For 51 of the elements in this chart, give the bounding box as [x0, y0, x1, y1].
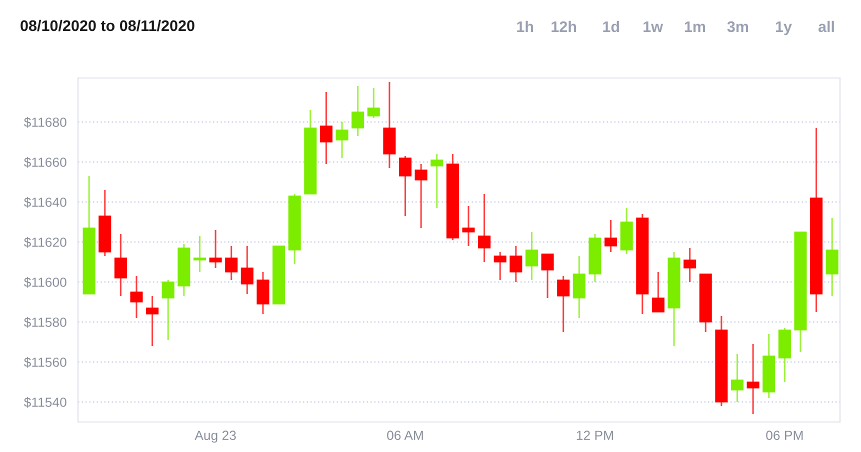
chart-title: 08/10/2020 to 08/11/2020: [20, 20, 194, 32]
candlestick: [604, 219, 618, 253]
candlestick: [256, 271, 270, 315]
y-tick-label: $11640: [24, 197, 66, 208]
y-tick-label: $11600: [24, 277, 66, 288]
candlestick: [162, 279, 174, 341]
candlestick: [367, 87, 380, 119]
text: 1m: [684, 21, 706, 32]
candlestick: [430, 153, 444, 209]
x-tick-label: 06 PM: [766, 430, 803, 440]
candlestick: [494, 251, 506, 281]
candlestick: [209, 229, 222, 269]
candlestick: [510, 245, 522, 283]
y-tick-label: $11680: [24, 117, 66, 128]
candlestick: [336, 121, 348, 159]
text: 12h: [552, 20, 576, 32]
candlestick: [826, 217, 838, 297]
candlestick: [652, 271, 664, 313]
candlestick: [398, 155, 412, 217]
y-tick-label: $11580: [24, 317, 66, 328]
candlestick: [146, 295, 159, 347]
candlestick: [541, 253, 554, 299]
candlestick: [414, 163, 428, 229]
candlestick: [746, 343, 760, 415]
candlestick: [730, 353, 744, 403]
text: 3m: [727, 21, 748, 32]
candlestick: [352, 85, 364, 137]
candlestick: [525, 231, 538, 281]
y-tick-label: $11540: [24, 397, 66, 408]
x-tick-label: 06 AM: [387, 430, 423, 440]
text: 1w: [644, 21, 664, 32]
candlestick: [240, 245, 254, 295]
text: all: [818, 20, 834, 32]
y-tick-label: $11620: [24, 237, 66, 248]
y-tick-label: $11660: [24, 157, 66, 168]
candlestick: [114, 233, 127, 297]
x-tick-label: 12 PM: [576, 430, 613, 440]
candlestick: [557, 275, 570, 333]
candlestick: [478, 193, 491, 263]
y-tick-label: $11560: [24, 357, 66, 368]
text: 1h: [517, 20, 534, 32]
candlestick: [572, 255, 586, 319]
text: 1y: [776, 21, 792, 36]
candlestick: [225, 245, 238, 281]
candlestick: [193, 235, 206, 273]
x-tick-label: Aug 23: [194, 430, 236, 443]
candlestick: [684, 247, 696, 283]
text: 1d: [603, 20, 619, 32]
candlestick: [462, 205, 475, 247]
candlestick: [130, 275, 143, 319]
candlestick: [320, 91, 332, 165]
